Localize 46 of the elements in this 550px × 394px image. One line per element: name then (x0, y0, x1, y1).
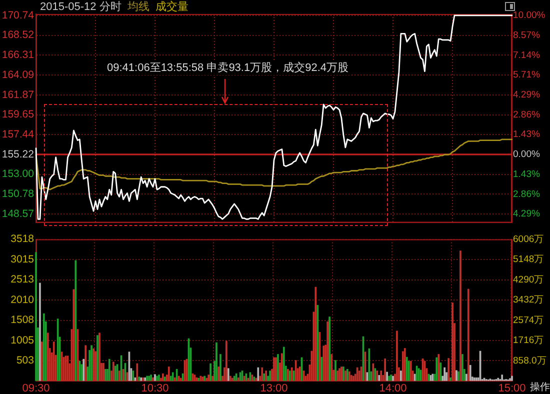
y-tick-label: 148.57 (2, 208, 34, 220)
y2-tick-label: 1.43% (513, 168, 540, 180)
y-tick-label: 157.44 (2, 128, 34, 140)
y2-tick-label: 2.86% (513, 188, 540, 200)
y2-tick-label: 2.86% (513, 109, 540, 120)
text: 均线 (127, 0, 150, 14)
y2-tick-label: 3432万 (513, 294, 544, 306)
y2-tick-label: 10.00% (513, 10, 546, 22)
text: 操作 (530, 381, 550, 394)
x-tick-label: 09:30 (22, 382, 50, 394)
y2-tick-label: 2574万 (513, 314, 544, 326)
y2-tick-label: 0.00% (513, 149, 540, 160)
y-tick-label: 164.09 (2, 68, 34, 81)
annotation: 09:41:06至13:55:58 申卖93.1万股，成交92.4万股 (105, 60, 351, 75)
y2-tick-label: 1716万 (513, 335, 544, 346)
y2-tick-label: 4290万 (513, 274, 544, 286)
y-tick-label: 3518 (10, 233, 34, 246)
text: 成交量 (155, 0, 188, 14)
y2-tick-label: 7.14% (513, 50, 540, 61)
y2-tick-label: 6006万 (513, 234, 544, 245)
y-tick-label: 155.22 (2, 148, 34, 160)
x-tick-label: 14:00 (379, 382, 407, 394)
y-tick-label: 2010 (10, 294, 34, 306)
y-tick-label: 150.78 (2, 188, 34, 200)
y2-tick-label: 4.29% (513, 89, 540, 100)
y-tick-label: 159.65 (2, 108, 34, 121)
y-tick-label: 168.52 (2, 29, 34, 42)
y2-tick-label: 1.43% (513, 129, 540, 140)
y2-tick-label: 5.71% (513, 70, 540, 81)
y-tick-label: 166.31 (2, 49, 34, 62)
y2-tick-label: 858.0万 (513, 355, 547, 366)
chart-title: 2015-05-12 分时 (40, 0, 122, 14)
x-tick-label: 15:00 (498, 382, 526, 394)
y2-tick-label: 4.29% (513, 208, 540, 220)
y-tick-label: 1508 (10, 314, 34, 326)
y-tick-label: 2513 (10, 274, 34, 286)
y-tick-label: 1005 (10, 334, 34, 346)
x-tick-label: 10:30 (141, 382, 169, 394)
y-tick-label: 503 (16, 354, 34, 367)
y2-tick-label: 8.57% (513, 30, 540, 41)
y-tick-label: 153.00 (2, 168, 34, 180)
y-tick-label: 3015 (10, 253, 34, 266)
y-tick-label: 161.87 (2, 88, 34, 101)
y2-tick-label: 5148万 (513, 254, 544, 266)
x-tick-label: 13:00 (260, 382, 288, 394)
y-tick-label: 170.74 (2, 9, 34, 22)
